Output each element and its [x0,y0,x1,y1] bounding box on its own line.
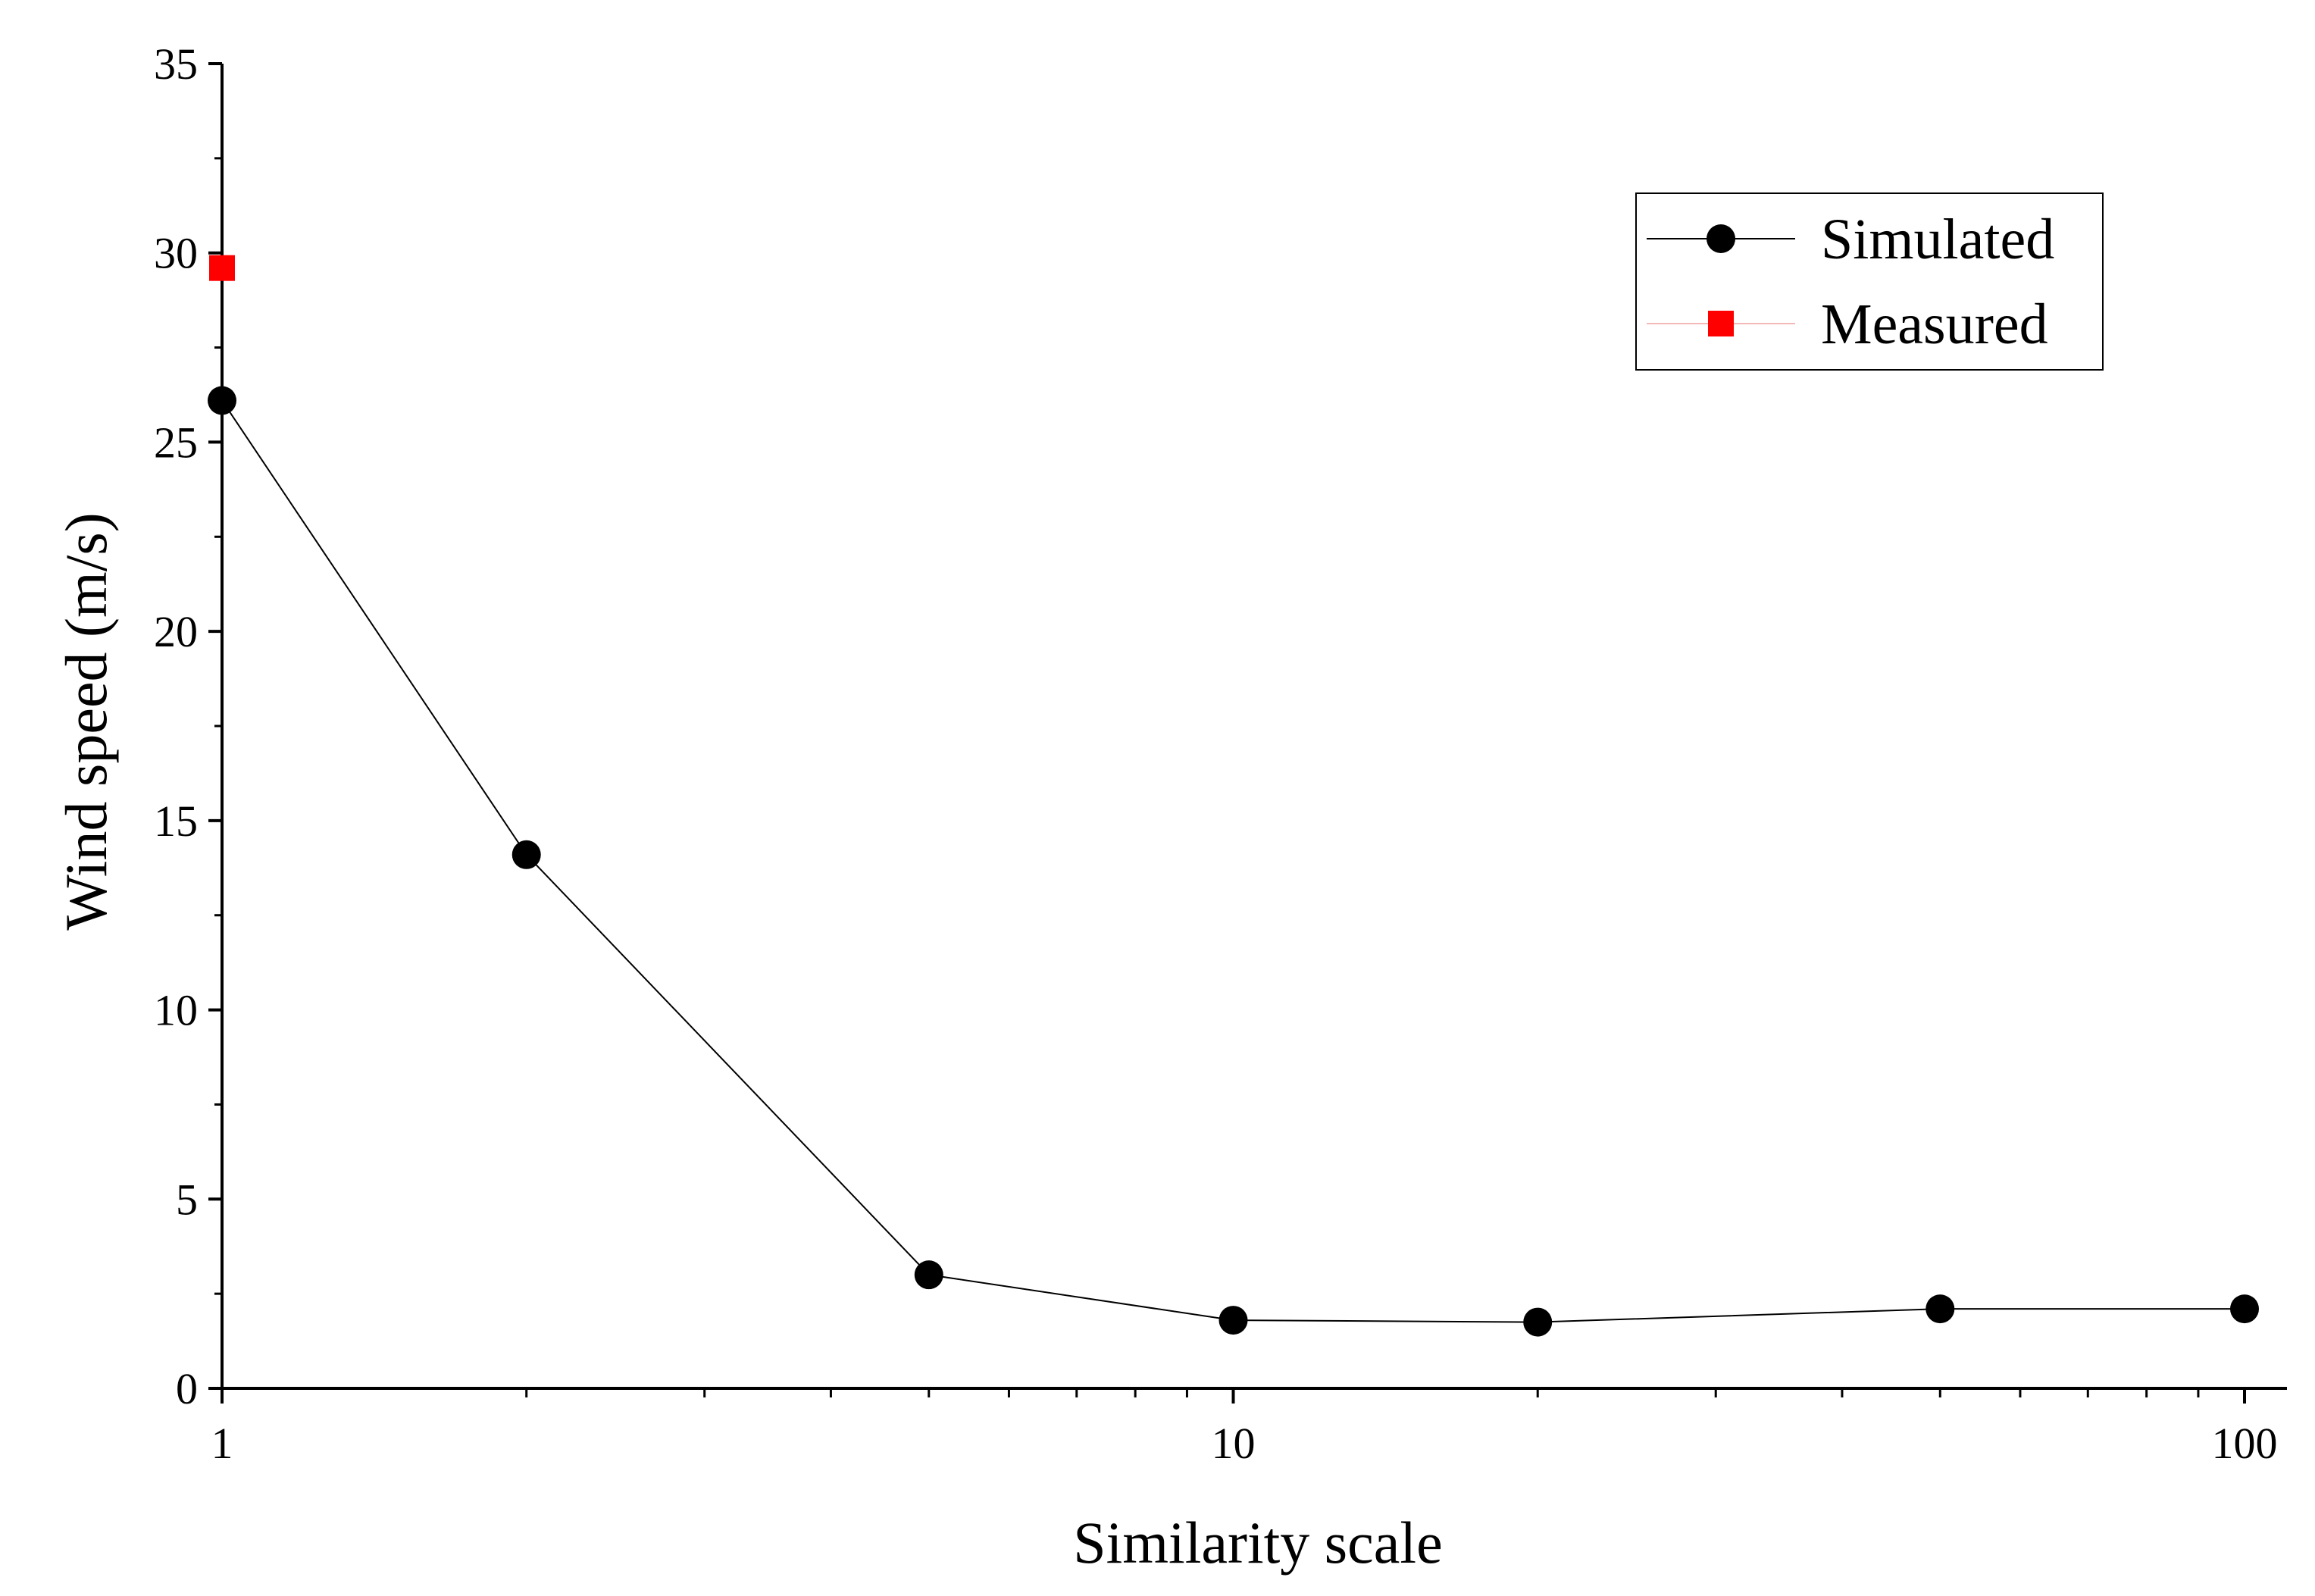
x-axis-title: Similarity scale [1073,1510,1442,1576]
x-tick-label: 10 [1212,1419,1256,1468]
data-point-simulated [1219,1306,1248,1335]
data-point-simulated [2230,1294,2259,1324]
series-layer [208,255,2259,1337]
data-point-simulated [208,386,236,415]
y-tick-label: 20 [154,607,198,656]
legend-label: Measured [1821,293,2048,356]
x-tick-label: 1 [211,1419,233,1468]
data-point-simulated [914,1260,943,1290]
y-tick-label: 25 [154,418,198,467]
data-point-simulated [1523,1307,1553,1337]
data-point-measured [209,255,235,281]
data-point-simulated [1926,1294,1955,1324]
y-tick-label: 10 [154,986,198,1035]
y-tick-label: 30 [154,229,198,278]
legend: Simulated Measured [1635,192,2104,371]
y-tick-label: 0 [176,1364,198,1413]
legend-marker [1708,311,1734,336]
y-tick-label: 15 [154,796,198,846]
ticks: 0 5 10 15 20 25 30 35 1 10 100 [154,39,2278,1468]
data-point-simulated [511,840,541,869]
x-tick-label: 100 [2212,1419,2278,1468]
legend-box [1635,192,2104,371]
legend-marker [1707,224,1735,253]
y-tick-label: 35 [154,39,198,89]
y-tick-label: 5 [176,1175,198,1224]
legend-label: Simulated [1821,208,2054,271]
y-axis-title: Wind speed (m/s) [53,512,119,930]
